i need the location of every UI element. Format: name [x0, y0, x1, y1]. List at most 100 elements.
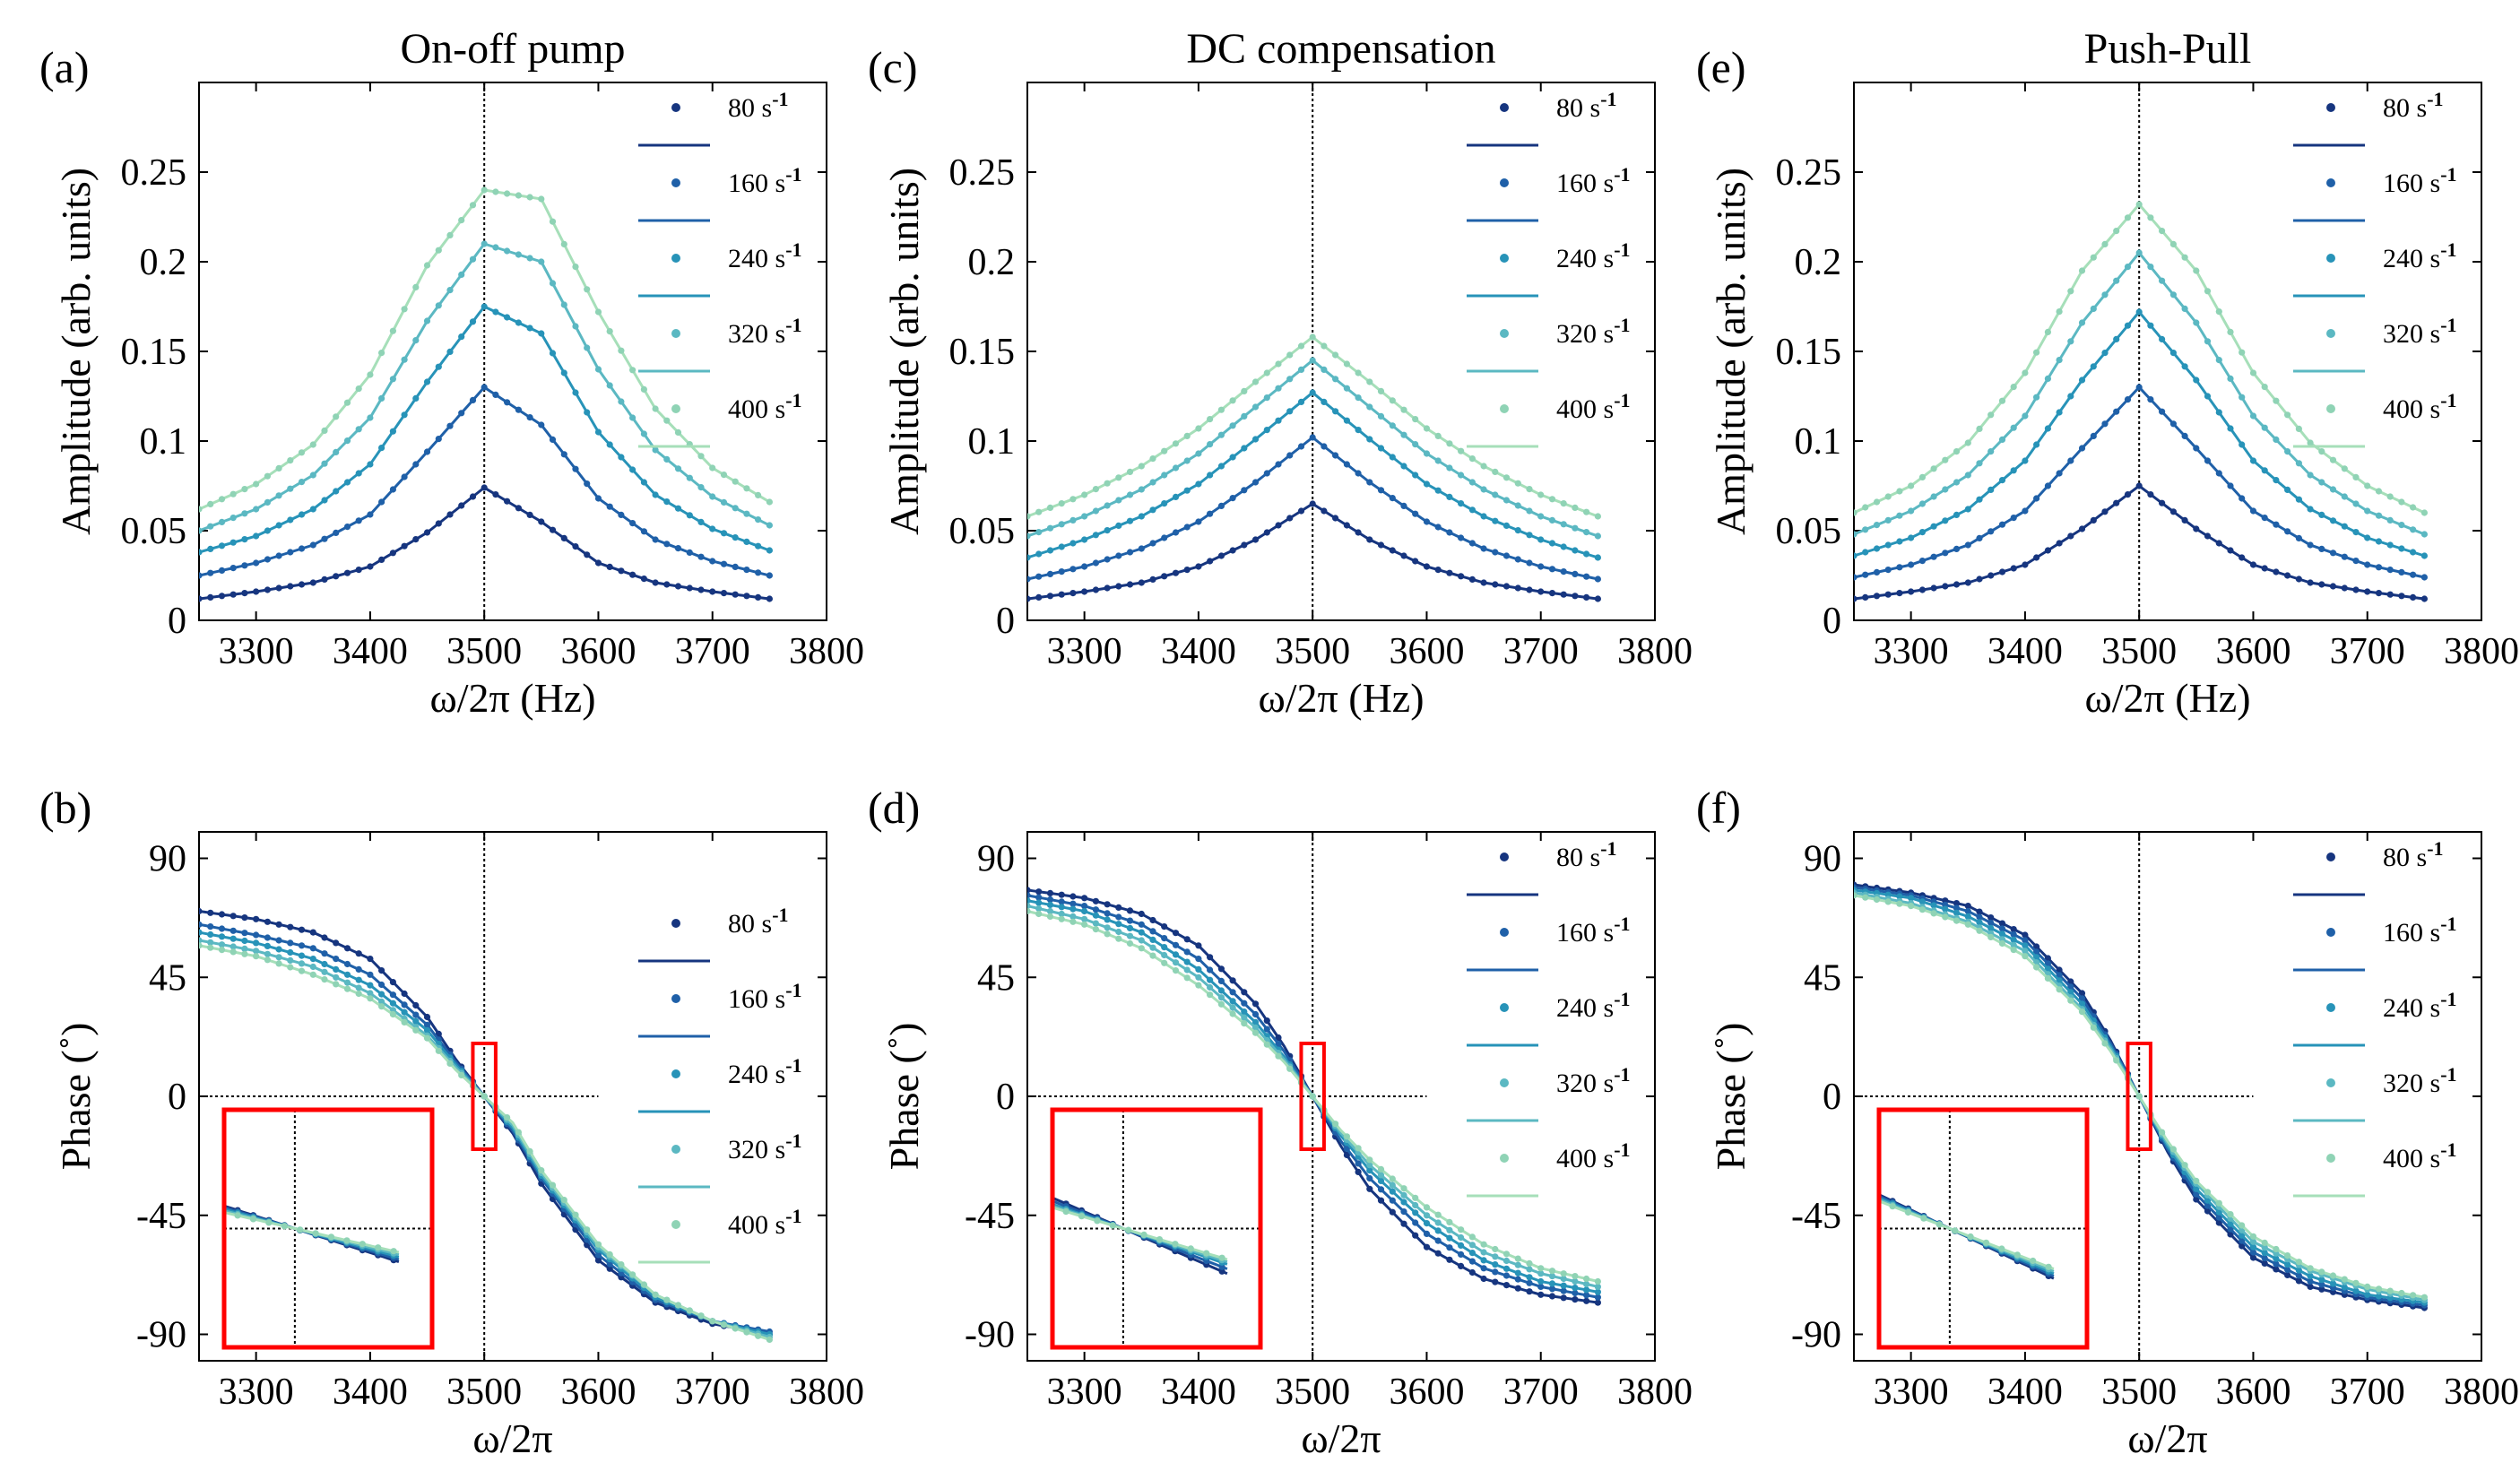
data-point: [1229, 547, 1236, 554]
legend-marker: [671, 994, 680, 1003]
data-point: [1035, 508, 1043, 515]
data-point: [629, 414, 636, 421]
data-point: [1583, 529, 1590, 536]
data-point: [1027, 907, 1031, 915]
data-point: [481, 1093, 488, 1100]
data-point: [674, 428, 682, 436]
data-point: [1492, 1245, 1499, 1253]
inset-data-point: [1062, 1208, 1069, 1216]
data-point: [1412, 472, 1419, 479]
data-point: [1976, 908, 1983, 915]
data-point: [275, 960, 282, 967]
data-point: [1355, 529, 1362, 536]
data-point: [1572, 570, 1579, 578]
data-point: [435, 302, 442, 309]
data-point: [1377, 487, 1385, 494]
data-point: [2410, 1292, 2417, 1299]
data-point: [401, 473, 408, 480]
data-point: [1514, 502, 1521, 509]
data-point: [2101, 350, 2109, 357]
data-point: [241, 930, 248, 937]
data-point: [2364, 1291, 2371, 1298]
panel-f: (f)3300 3400 3500 3600 3700 3800-90-4504590ω/…: [1696, 783, 2519, 1461]
data-point: [1115, 583, 1122, 590]
data-point: [435, 247, 442, 254]
inset-data-point: [1842, 1178, 1849, 1184]
data-point: [2352, 473, 2360, 481]
inset-data-point: [1920, 1215, 1927, 1222]
data-point: [1873, 545, 1881, 552]
data-point: [1400, 1191, 1407, 1199]
series-group: [199, 186, 774, 602]
data-point: [1297, 342, 1305, 350]
data-point: [526, 414, 533, 421]
series-markers-5: [199, 186, 774, 513]
data-point: [2227, 1231, 2234, 1238]
data-point: [2215, 357, 2222, 364]
legend-entry-label: 400 s-1: [728, 389, 802, 424]
data-point: [1492, 1268, 1499, 1276]
data-point: [207, 593, 214, 602]
data-point: [2410, 571, 2417, 578]
data-point: [1446, 493, 1453, 501]
data-point: [1161, 472, 1168, 479]
data-point: [515, 319, 523, 326]
x-tick-label: 3400: [1161, 631, 1236, 672]
data-point: [1862, 526, 1869, 533]
data-point: [1942, 913, 1949, 921]
y-tick-label: 0: [996, 1077, 1015, 1118]
data-point: [1389, 454, 1396, 461]
data-point: [2318, 1268, 2325, 1276]
data-point: [264, 918, 271, 925]
data-point: [2078, 990, 2086, 997]
x-tick-label: 3500: [2101, 631, 2177, 672]
data-point: [618, 454, 625, 461]
data-point: [1854, 574, 1858, 581]
data-point: [1492, 491, 1499, 498]
data-point: [1412, 1209, 1419, 1216]
data-point: [1069, 905, 1077, 913]
data-point: [264, 472, 271, 480]
data-point: [207, 944, 214, 951]
data-point: [640, 1281, 648, 1288]
series-markers-4: [199, 240, 774, 534]
data-point: [2090, 363, 2097, 370]
data-point: [1297, 398, 1305, 405]
data-point: [423, 1034, 431, 1042]
data-point: [1309, 357, 1316, 364]
x-tick-label: 3500: [446, 631, 522, 672]
data-point: [2135, 201, 2143, 208]
data-point: [1458, 1233, 1465, 1242]
series-markers-1: [199, 484, 774, 602]
x-tick-label: 3800: [789, 631, 864, 672]
data-point: [663, 455, 671, 463]
x-axis-label: ω/2π: [472, 1415, 552, 1461]
data-point: [1492, 1253, 1499, 1260]
data-point: [389, 979, 396, 986]
legend-entry-label: 400 s-1: [2383, 1138, 2457, 1173]
data-point: [1514, 480, 1521, 487]
series-markers-1: [1854, 482, 2428, 602]
data-point: [218, 911, 226, 918]
data-point: [1286, 408, 1294, 415]
y-tick-label: 0.25: [121, 152, 187, 194]
y-axis-label: Amplitude (arb. units): [53, 168, 99, 535]
data-point: [1251, 403, 1260, 411]
data-point: [1502, 583, 1511, 590]
data-point: [1343, 522, 1350, 529]
data-point: [264, 934, 271, 941]
data-point: [1366, 378, 1373, 385]
data-point: [1195, 518, 1202, 525]
data-point: [1548, 566, 1556, 573]
data-point: [1263, 394, 1270, 402]
data-point: [2284, 1266, 2291, 1274]
data-point: [275, 552, 282, 559]
panel-letter: (f): [1696, 783, 1741, 833]
data-point: [241, 590, 248, 597]
inset-data-point: [2045, 1263, 2052, 1270]
data-point: [1976, 425, 1983, 432]
data-point: [1069, 913, 1077, 920]
data-point: [1884, 567, 1892, 574]
data-point: [1884, 898, 1892, 905]
